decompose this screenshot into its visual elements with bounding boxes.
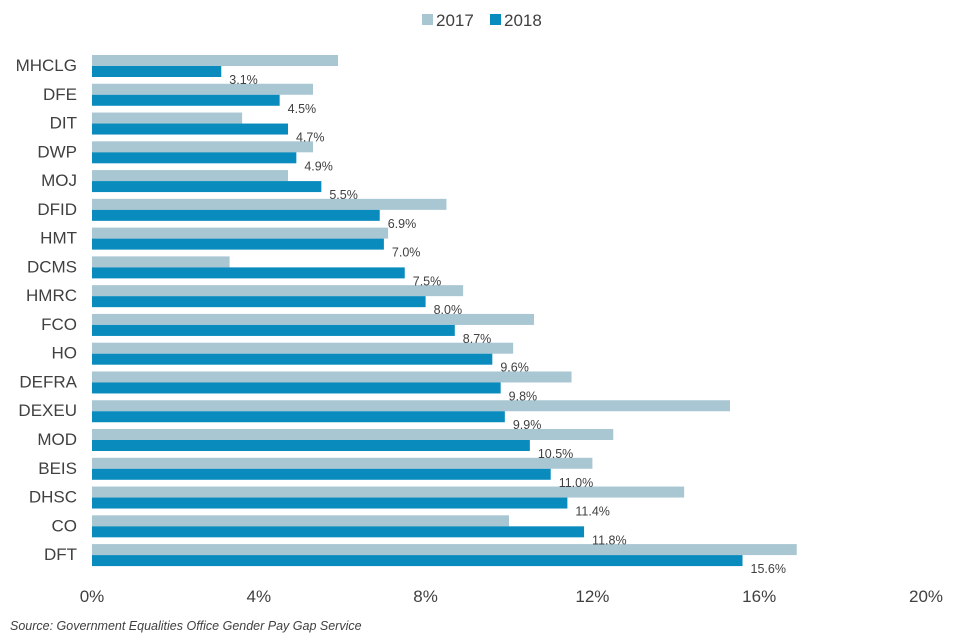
legend-swatch-2018: [490, 14, 501, 25]
category-label-mod: MOD: [37, 430, 77, 449]
bar-2018-co: [92, 526, 585, 538]
data-label-2018-defra: 9.8%: [509, 389, 538, 403]
x-tick-label: 4%: [247, 587, 272, 606]
bar-2018-dhsc: [92, 497, 568, 509]
x-tick-label: 12%: [575, 587, 609, 606]
category-label-moj: MOJ: [41, 171, 77, 190]
x-tick-label: 0%: [80, 587, 105, 606]
category-label-mhclg: MHCLG: [16, 56, 77, 75]
category-label-dit: DIT: [50, 114, 77, 133]
bar-2018-ho: [92, 353, 493, 365]
data-label-2018-dft: 15.6%: [751, 562, 786, 576]
bar-2017-mhclg: [92, 55, 339, 66]
data-label-2018-dcms: 7.5%: [413, 274, 442, 288]
bar-2017-dexeu: [92, 400, 731, 412]
bar-2017-dhsc: [92, 486, 685, 498]
x-tick-label: 8%: [413, 587, 438, 606]
bar-2018-dfid: [92, 209, 380, 221]
legend-label-2017: 2017: [436, 11, 474, 30]
bar-2018-fco: [92, 324, 455, 336]
data-label-2018-hmrc: 8.0%: [434, 303, 463, 317]
data-label-2018-fco: 8.7%: [463, 332, 492, 346]
bar-2017-dcms: [92, 256, 230, 268]
data-label-2018-dexeu: 9.9%: [513, 418, 542, 432]
x-axis: 0% 4% 8% 12% 16% 20%: [80, 587, 943, 606]
category-label-dwp: DWP: [37, 142, 77, 161]
bar-2017-co: [92, 515, 509, 527]
x-tick-label: 20%: [909, 587, 943, 606]
category-label-defra: DEFRA: [19, 372, 77, 391]
data-label-2018-mod: 10.5%: [538, 447, 573, 461]
bar-2017-dwp: [92, 141, 314, 153]
bar-2018-defra: [92, 382, 501, 394]
bar-2017-defra: [92, 371, 572, 383]
bar-2018-dit: [92, 123, 288, 135]
bar-2017-dit: [92, 112, 243, 124]
bar-2018-dft: [92, 555, 743, 567]
data-label-2018-beis: 11.0%: [559, 476, 594, 490]
bar-2018-hmt: [92, 238, 384, 250]
category-label-hmrc: HMRC: [26, 286, 77, 305]
bar-2018-dexeu: [92, 411, 505, 423]
bar-2017-dfid: [92, 198, 447, 210]
category-label-beis: BEIS: [38, 459, 77, 478]
bar-2017-hmt: [92, 227, 389, 239]
bar-2018-hmrc: [92, 296, 426, 308]
bar-2018-dfe: [92, 94, 280, 106]
data-label-2018-dwp: 4.9%: [304, 159, 333, 173]
bar-2018-dcms: [92, 267, 405, 279]
bar-2017-dft: [92, 544, 797, 556]
category-label-dft: DFT: [44, 545, 77, 564]
data-label-2018-co: 11.8%: [592, 533, 627, 547]
legend-label-2018: 2018: [504, 11, 542, 30]
bar-2017-moj: [92, 170, 288, 182]
bar-2018-moj: [92, 181, 322, 193]
bar-2017-fco: [92, 313, 535, 325]
bar-2017-hmrc: [92, 285, 464, 297]
category-label-co: CO: [52, 516, 78, 535]
bar-2017-mod: [92, 429, 614, 441]
source-note: Source: Government Equalities Office Gen…: [10, 619, 362, 633]
bar-2017-ho: [92, 342, 514, 354]
data-label-2018-dfe: 4.5%: [288, 102, 317, 116]
category-label-ho: HO: [52, 344, 78, 363]
category-label-fco: FCO: [41, 315, 77, 334]
bar-2018-mhclg: [92, 66, 222, 77]
data-label-2018-dit: 4.7%: [296, 131, 325, 145]
data-label-2018-moj: 5.5%: [329, 188, 358, 202]
bar-2017-dfe: [92, 83, 314, 95]
category-label-dfid: DFID: [37, 200, 77, 219]
category-label-dexeu: DEXEU: [18, 401, 77, 420]
category-label-dhsc: DHSC: [29, 488, 77, 507]
bar-2018-beis: [92, 468, 551, 480]
chart-labels: MHCLG 3.1% DFE 4.5% DIT 4.7% DWP 4.9% MOJ 5.5% DFI…: [16, 56, 786, 576]
bar-2017-beis: [92, 457, 593, 469]
category-label-dcms: DCMS: [27, 257, 77, 276]
category-label-hmt: HMT: [40, 229, 77, 248]
bar-2018-dwp: [92, 152, 297, 164]
chart-bars: [92, 55, 797, 567]
data-label-2018-dhsc: 11.4%: [575, 505, 610, 519]
chart-legend: 2017 2018: [422, 11, 542, 30]
data-label-2018-mhclg: 3.1%: [229, 73, 258, 87]
category-label-dfe: DFE: [43, 85, 77, 104]
bar-2018-mod: [92, 440, 530, 452]
data-label-2018-dfid: 6.9%: [388, 217, 417, 231]
data-label-2018-ho: 9.6%: [500, 361, 529, 375]
x-tick-label: 16%: [742, 587, 776, 606]
legend-swatch-2017: [422, 14, 433, 25]
data-label-2018-hmt: 7.0%: [392, 246, 421, 260]
